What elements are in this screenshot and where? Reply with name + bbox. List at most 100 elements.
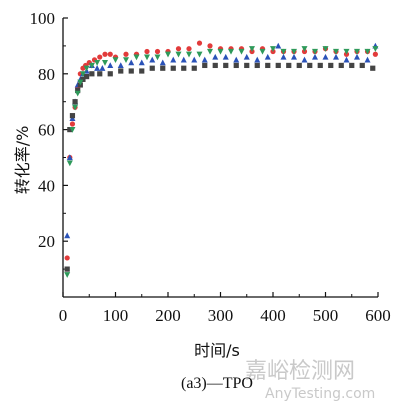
data-point <box>259 48 266 55</box>
y-tick-label: 80 <box>38 65 55 84</box>
data-point <box>84 73 90 80</box>
data-point <box>66 154 73 161</box>
x-tick-label: 300 <box>208 306 234 325</box>
data-point <box>128 68 134 74</box>
data-point <box>280 53 287 60</box>
data-point <box>265 62 271 69</box>
data-point <box>133 54 140 61</box>
data-point <box>97 54 103 60</box>
data-point <box>69 113 76 119</box>
data-point <box>322 53 329 60</box>
y-tick-label: 40 <box>38 176 55 195</box>
data-point <box>89 71 95 77</box>
data-point <box>233 62 239 69</box>
data-point <box>88 62 95 69</box>
data-point <box>72 99 78 105</box>
data-point <box>74 90 81 97</box>
data-point <box>372 51 378 57</box>
data-point <box>123 51 129 57</box>
data-point <box>280 48 287 55</box>
data-point <box>112 57 119 64</box>
data-point <box>249 46 255 52</box>
data-point <box>107 71 113 77</box>
data-point <box>312 53 318 60</box>
data-point <box>207 48 213 55</box>
data-point <box>196 40 203 46</box>
data-point <box>372 46 379 52</box>
data-point <box>233 56 240 63</box>
data-point <box>354 53 360 60</box>
data-point <box>117 62 124 69</box>
data-point <box>64 255 70 261</box>
data-point <box>186 51 192 58</box>
data-point <box>333 48 339 55</box>
data-point <box>170 65 176 71</box>
data-point <box>191 56 198 63</box>
data-point <box>301 46 308 52</box>
data-point <box>170 56 177 63</box>
axes <box>62 18 378 298</box>
y-tick-label: 100 <box>30 9 56 28</box>
x-tick-label: 0 <box>59 306 68 325</box>
data-point <box>72 104 79 111</box>
x-tick-label: 500 <box>313 306 339 325</box>
data-point <box>66 160 73 167</box>
x-tick-label: 100 <box>103 306 129 325</box>
data-point <box>64 266 70 272</box>
data-point <box>181 65 187 71</box>
data-point <box>286 62 292 69</box>
data-point <box>296 62 302 69</box>
data-point <box>212 53 219 60</box>
data-point <box>359 62 365 69</box>
data-point <box>228 48 234 55</box>
data-point <box>102 51 108 57</box>
data-point <box>69 127 76 133</box>
data-point <box>364 48 371 55</box>
data-point <box>75 87 81 94</box>
data-point <box>77 79 84 86</box>
data-point <box>69 121 76 127</box>
data-point <box>67 127 73 133</box>
data-point <box>275 62 281 69</box>
data-point <box>254 62 260 69</box>
data-point <box>270 46 276 52</box>
series-square <box>64 62 376 272</box>
data-point <box>370 65 376 71</box>
y-tick-label: 20 <box>38 232 55 251</box>
data-point <box>154 54 161 61</box>
data-point <box>338 62 344 69</box>
x-tick-label: 200 <box>155 306 181 325</box>
data-point <box>180 56 187 63</box>
data-point <box>217 48 224 55</box>
data-point <box>343 48 350 55</box>
data-point <box>123 57 129 64</box>
data-point <box>64 272 71 278</box>
figure-caption: (a3)—TPO <box>181 375 253 392</box>
watermark-brand-en: AnyTesting.com <box>265 386 375 402</box>
data-point <box>301 56 308 63</box>
data-point <box>107 62 114 69</box>
data-point <box>343 56 350 63</box>
data-point <box>317 62 323 69</box>
data-point <box>149 56 156 63</box>
data-point <box>102 60 108 66</box>
data-point <box>322 46 329 52</box>
data-point <box>139 68 145 74</box>
data-point <box>144 48 150 55</box>
data-point <box>186 46 192 52</box>
data-point <box>97 71 103 77</box>
data-point <box>149 65 155 71</box>
data-point <box>238 48 245 55</box>
data-point <box>144 54 150 61</box>
data-point <box>212 62 218 69</box>
data-point <box>328 62 334 69</box>
watermark-brand-cn: 嘉峪检测网 <box>245 359 355 384</box>
data-point <box>244 62 250 69</box>
data-point <box>307 62 313 69</box>
data-point <box>291 53 297 60</box>
data-point <box>207 43 213 49</box>
data-point <box>94 60 101 66</box>
data-point <box>364 56 371 63</box>
data-point <box>80 76 86 82</box>
